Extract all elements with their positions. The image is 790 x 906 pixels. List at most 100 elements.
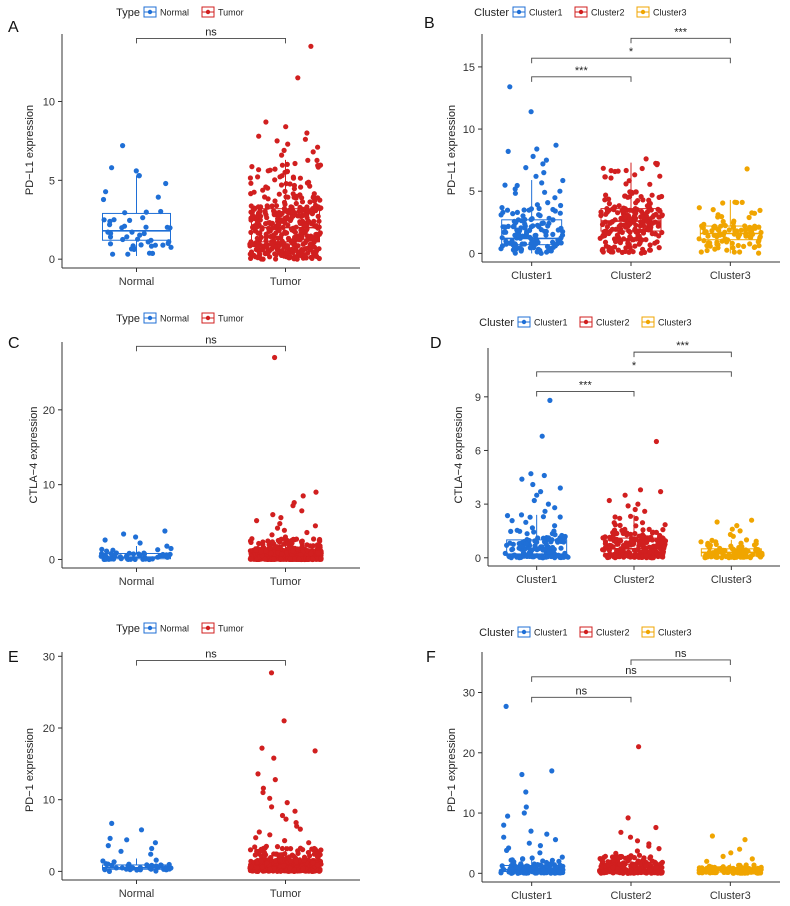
data-point	[284, 250, 291, 256]
data-point	[654, 543, 660, 549]
data-point	[602, 174, 608, 180]
x-tick-label: Cluster2	[611, 890, 652, 902]
data-point	[552, 243, 559, 249]
data-point	[163, 180, 169, 187]
data-point	[271, 212, 277, 218]
data-point	[543, 232, 549, 238]
data-point	[558, 202, 564, 209]
data-point	[299, 248, 305, 254]
data-point	[656, 194, 662, 200]
data-point	[296, 556, 302, 562]
panel-letter: E	[8, 649, 19, 666]
points	[597, 744, 666, 876]
data-point	[610, 530, 616, 536]
data-point-outlier	[539, 433, 545, 439]
data-point	[282, 201, 288, 207]
group-normal: Normal	[100, 143, 174, 288]
data-point-outlier	[521, 810, 527, 816]
legend-label-cluster1: Cluster1	[529, 8, 563, 18]
data-point	[599, 858, 605, 864]
legend-key-dot	[645, 629, 651, 635]
y-axis-title: PD−L1 expression	[24, 105, 36, 195]
data-point	[504, 513, 511, 519]
data-point-outlier	[109, 820, 115, 827]
data-point	[559, 854, 565, 860]
data-point	[121, 223, 128, 229]
bracket-line	[136, 37, 286, 44]
data-point-outlier	[279, 152, 285, 158]
data-point-outlier	[148, 851, 154, 857]
data-point	[615, 247, 622, 253]
data-point	[639, 520, 646, 526]
data-point	[303, 246, 309, 252]
data-point	[719, 867, 725, 873]
data-point	[526, 550, 532, 556]
data-point	[557, 188, 563, 194]
legend-label-tumor: Tumor	[218, 314, 244, 324]
data-point	[275, 222, 282, 228]
significance-bracket: ***	[633, 340, 732, 358]
data-point	[617, 515, 623, 521]
y-tick-label: 20	[43, 723, 55, 735]
data-point	[715, 226, 721, 232]
data-point-outlier	[544, 831, 550, 837]
data-point-outlier	[282, 534, 288, 540]
data-point	[247, 847, 254, 853]
bracket-line	[531, 57, 731, 64]
data-point	[737, 249, 743, 255]
data-point-outlier	[253, 835, 259, 841]
data-point	[519, 241, 525, 247]
data-point	[278, 556, 284, 562]
data-point	[534, 249, 540, 255]
data-point	[603, 192, 609, 198]
data-point	[287, 217, 293, 224]
data-point	[248, 539, 254, 546]
data-point	[107, 234, 114, 240]
data-point	[268, 550, 274, 557]
data-point-outlier	[552, 837, 559, 843]
data-point	[291, 556, 297, 562]
data-point	[155, 554, 161, 560]
data-point	[521, 207, 527, 213]
data-point	[640, 214, 646, 220]
data-point	[531, 529, 537, 535]
data-point	[256, 540, 262, 547]
data-point	[137, 865, 143, 871]
legend-label-tumor: Tumor	[218, 624, 244, 634]
data-point	[279, 173, 285, 179]
y-tick-label: 0	[469, 868, 475, 880]
data-point	[283, 208, 289, 214]
data-point-outlier	[281, 718, 287, 724]
data-point-outlier	[505, 813, 511, 819]
data-point	[259, 864, 265, 870]
data-point	[640, 197, 646, 203]
data-point	[281, 863, 287, 869]
data-point-outlier	[162, 528, 168, 534]
data-point	[261, 868, 267, 874]
data-point	[100, 196, 107, 203]
data-point	[537, 554, 543, 560]
data-point-outlier	[709, 833, 716, 839]
legend-key-dot	[583, 319, 589, 325]
data-point	[633, 536, 639, 543]
data-point	[643, 237, 649, 243]
legend-key-dot	[147, 315, 153, 321]
data-point	[310, 194, 317, 200]
data-point	[632, 531, 638, 537]
data-point	[713, 554, 719, 560]
points	[502, 397, 571, 561]
data-point	[510, 242, 516, 248]
data-point	[646, 227, 652, 233]
legend-title: Type	[116, 623, 140, 635]
data-point	[552, 865, 558, 871]
data-point-outlier	[136, 173, 142, 179]
data-point	[307, 241, 313, 248]
data-point	[311, 868, 317, 874]
data-point-outlier	[504, 847, 510, 854]
data-point	[279, 845, 285, 852]
data-point	[271, 851, 277, 857]
data-point	[627, 234, 633, 240]
data-point-outlier	[283, 124, 289, 130]
data-point	[301, 857, 307, 863]
data-point-outlier	[635, 501, 641, 507]
